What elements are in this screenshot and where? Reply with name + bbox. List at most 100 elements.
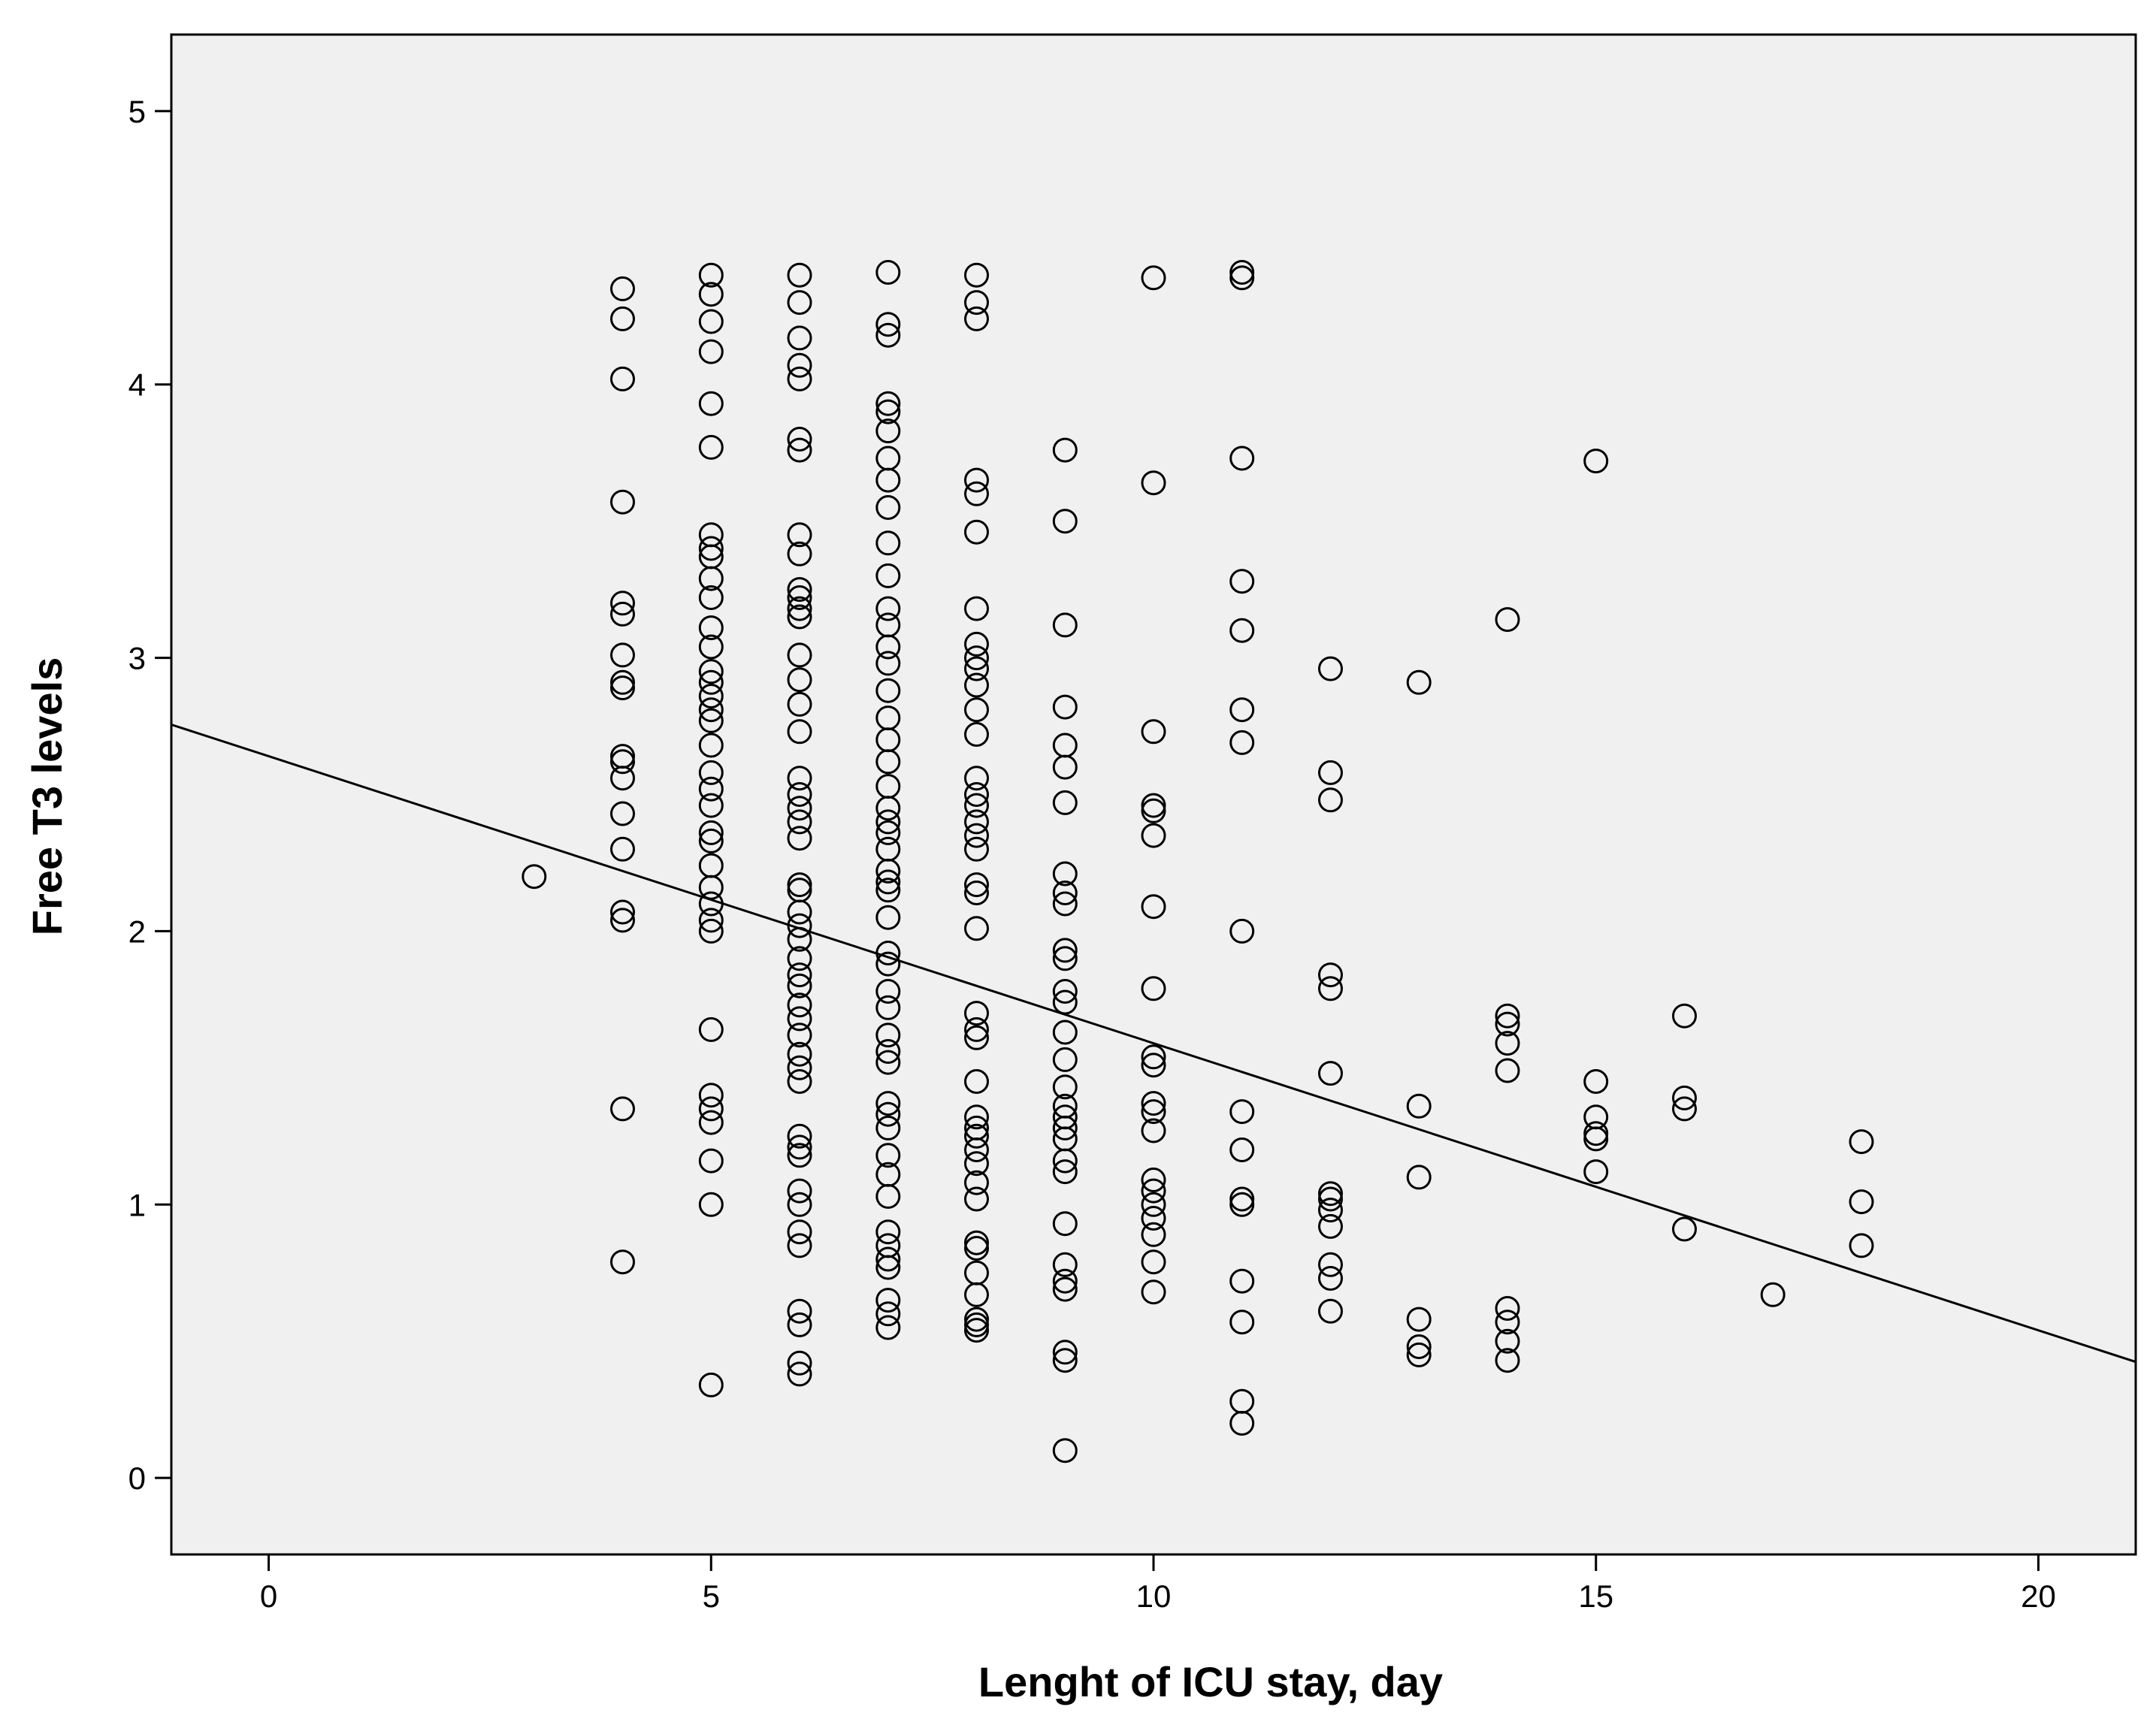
data-point (787, 719, 812, 745)
data-point (1141, 976, 1166, 1001)
data-point (875, 951, 901, 977)
regression-line (171, 724, 2136, 1364)
x-tick-label: 20 (2021, 1578, 2056, 1614)
data-point (1318, 1186, 1343, 1212)
data-point (698, 536, 724, 561)
data-point (1052, 790, 1078, 815)
data-point (1052, 754, 1078, 780)
data-point (875, 1315, 901, 1340)
data-point (964, 1186, 989, 1212)
data-point (964, 631, 989, 657)
data-point (787, 596, 812, 621)
data-point (610, 1096, 635, 1122)
x-axis: 0 5 10 15 20 (260, 1554, 2056, 1614)
data-point (964, 1307, 989, 1332)
data-point (610, 669, 635, 695)
data-point (1406, 1307, 1432, 1332)
data-point (610, 836, 635, 862)
data-point (1052, 1276, 1078, 1302)
data-point (1141, 1091, 1166, 1116)
data-point (1583, 1121, 1609, 1146)
data-point (875, 858, 901, 884)
data-point (787, 1361, 812, 1387)
data-point (1406, 1165, 1432, 1190)
data-point (875, 869, 901, 895)
data-point (787, 1134, 812, 1160)
points-group (522, 260, 1874, 1464)
data-point (698, 615, 724, 641)
data-point (964, 290, 989, 316)
data-point (698, 1096, 724, 1122)
data-point (1141, 1044, 1166, 1070)
data-point (1583, 1126, 1609, 1152)
data-point (1141, 1118, 1166, 1143)
data-point (1583, 1159, 1609, 1185)
data-point (1495, 1310, 1520, 1335)
data-point (610, 601, 635, 627)
data-point (964, 1151, 989, 1177)
data-point (1229, 1192, 1255, 1217)
data-point (1052, 891, 1078, 917)
data-point (1141, 823, 1166, 848)
data-point (610, 749, 635, 775)
data-point (787, 604, 812, 630)
data-point (1052, 1148, 1078, 1174)
data-point (875, 495, 901, 520)
data-point (964, 1069, 989, 1094)
data-point (964, 881, 989, 905)
data-point (1229, 265, 1255, 291)
data-point (787, 585, 812, 610)
data-point (787, 1233, 812, 1258)
y-axis-title: Free T3 levels (23, 657, 71, 935)
data-point (1406, 669, 1432, 695)
data-point (698, 669, 724, 695)
data-point (698, 908, 724, 933)
data-point (698, 391, 724, 416)
data-point (610, 675, 635, 701)
data-point (1141, 798, 1166, 823)
data-point (964, 467, 989, 493)
x-tick-label: 10 (1136, 1578, 1172, 1614)
data-point (1495, 1058, 1520, 1083)
data-point (610, 908, 635, 933)
data-point (1229, 918, 1255, 944)
data-point (875, 1255, 901, 1280)
data-point (698, 282, 724, 307)
data-point (1318, 1266, 1343, 1291)
data-point (787, 782, 812, 807)
data-point (964, 596, 989, 621)
data-point (964, 481, 989, 506)
data-point (787, 1143, 812, 1168)
data-point (787, 1178, 812, 1204)
data-point (787, 1055, 812, 1080)
data-point (875, 809, 901, 835)
data-point (787, 1219, 812, 1245)
data-point (1052, 1348, 1078, 1373)
data-point (1141, 1099, 1166, 1125)
data-point (787, 1069, 812, 1094)
data-point (875, 1219, 901, 1245)
data-point (964, 672, 989, 698)
data-point (964, 782, 989, 807)
data-point (1318, 1198, 1343, 1223)
data-point (787, 691, 812, 717)
data-point (1495, 1328, 1520, 1354)
data-point (610, 489, 635, 515)
data-point (1672, 1085, 1697, 1110)
y-tick-label: 5 (129, 94, 146, 129)
data-point (875, 749, 901, 775)
data-point (698, 891, 724, 917)
data-point (610, 591, 635, 616)
data-point (1052, 1211, 1078, 1237)
data-point (1141, 1178, 1166, 1204)
data-point (964, 836, 989, 862)
data-point (787, 577, 812, 603)
data-point (1229, 1186, 1255, 1212)
data-point (964, 1104, 989, 1130)
data-point (698, 634, 724, 660)
data-point (875, 260, 901, 285)
data-point (787, 946, 812, 971)
x-tick-label: 5 (703, 1578, 720, 1614)
data-point (787, 913, 812, 938)
